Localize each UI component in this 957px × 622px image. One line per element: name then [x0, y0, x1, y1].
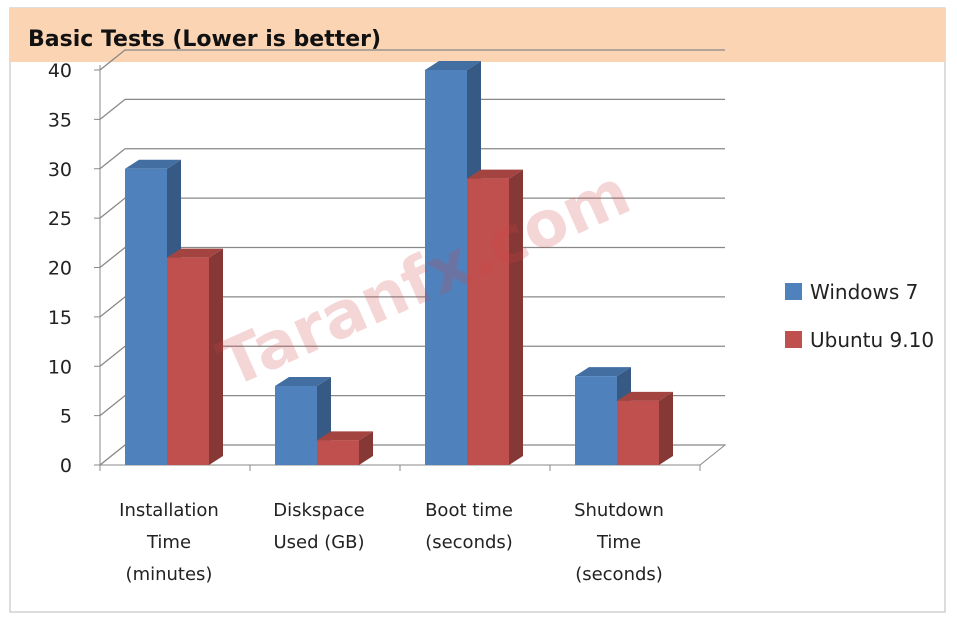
y-tick-label: 30	[48, 159, 72, 181]
legend-label: Windows 7	[810, 280, 918, 304]
bar	[575, 376, 617, 465]
title-band	[10, 8, 945, 62]
bar	[275, 386, 317, 465]
bar-side	[509, 169, 523, 465]
y-tick-label: 15	[48, 307, 72, 329]
bar	[317, 440, 359, 465]
bar-top	[317, 431, 373, 441]
bar-side	[659, 391, 673, 465]
bar-top	[575, 367, 631, 377]
bar	[467, 178, 509, 465]
y-tick-label: 0	[60, 455, 72, 477]
bar-top	[467, 169, 523, 179]
bar-top	[125, 159, 181, 169]
bar-side	[209, 248, 223, 465]
bar-side	[359, 431, 373, 465]
bar-top	[425, 61, 481, 70]
bar	[167, 257, 209, 465]
bar-top	[617, 391, 673, 401]
y-tick-label: 20	[48, 258, 72, 280]
chart-title: Basic Tests (Lower is better)	[28, 27, 381, 52]
x-tick-label: Installation Time (minutes)	[119, 500, 219, 585]
bar-top	[167, 248, 223, 258]
y-tick-label: 25	[48, 208, 72, 230]
legend-swatch	[785, 331, 802, 348]
legend-swatch	[785, 283, 802, 300]
legend-label: Ubuntu 9.10	[810, 328, 934, 352]
bar	[617, 400, 659, 465]
x-tick-label: Diskspace Used (GB)	[273, 500, 365, 553]
bar	[125, 168, 167, 465]
grid-line	[99, 148, 725, 170]
y-tick-label: 10	[48, 356, 72, 378]
grid-line	[99, 98, 725, 120]
y-tick-label: 40	[48, 60, 72, 82]
x-tick-label: Boot time (seconds)	[425, 500, 513, 553]
x-tick-label: Shutdown Time (seconds)	[574, 500, 664, 585]
bar-top	[275, 377, 331, 386]
y-tick-label: 5	[60, 406, 72, 428]
y-tick-label: 35	[48, 109, 72, 131]
bar	[425, 70, 467, 465]
grid-line	[99, 49, 725, 71]
